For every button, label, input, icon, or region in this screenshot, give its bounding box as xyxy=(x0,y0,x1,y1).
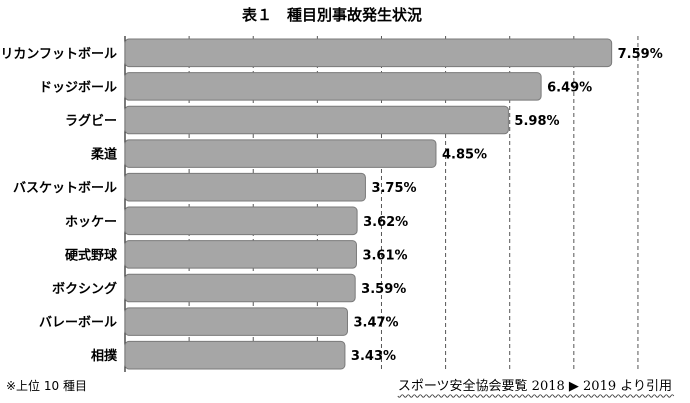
value-label: 3.43% xyxy=(351,349,396,364)
value-label: 3.59% xyxy=(361,282,406,297)
bar xyxy=(124,139,437,168)
bar xyxy=(124,340,346,370)
category-label: バレーボール xyxy=(39,315,117,331)
chart-title: 表１ 種目別事故発生状況 xyxy=(242,6,422,24)
bar xyxy=(124,206,358,236)
category-label: 相撲 xyxy=(91,348,118,364)
value-label: 3.75% xyxy=(371,181,416,196)
category-label: アメリカンフットボール xyxy=(0,46,117,62)
category-label: バスケットボール xyxy=(13,180,117,196)
value-label: 3.47% xyxy=(353,316,398,331)
category-label: ホッケー xyxy=(65,215,117,230)
value-label: 6.49% xyxy=(547,80,592,95)
bars-layer xyxy=(124,38,613,370)
bar xyxy=(124,38,613,68)
source-underline xyxy=(397,394,675,398)
bar xyxy=(124,240,357,269)
bar xyxy=(124,273,356,303)
footnote: ※上位 10 種目 xyxy=(6,378,87,393)
category-label: ボクシング xyxy=(52,281,117,297)
bar xyxy=(124,307,348,336)
bar xyxy=(124,172,366,202)
bar xyxy=(124,72,542,101)
category-label: 柔道 xyxy=(90,147,117,163)
source-citation: スポーツ安全協会要覧 2018 ▶ 2019 より引用 xyxy=(398,378,672,394)
bar xyxy=(124,105,509,135)
category-label: ラグビー xyxy=(65,113,117,129)
category-label: 硬式野球 xyxy=(65,247,118,263)
value-label: 7.59% xyxy=(618,47,663,62)
value-label: 5.98% xyxy=(514,114,559,129)
labels-layer: アメリカンフットボール 7.59% ドッジボール 6.49% ラグビー 5.98% 柔道 4.… xyxy=(0,46,663,364)
category-label: ドッジボール xyxy=(39,79,117,95)
value-label: 3.61% xyxy=(362,248,407,263)
value-label: 3.62% xyxy=(363,215,408,230)
value-label: 4.85% xyxy=(442,148,487,163)
